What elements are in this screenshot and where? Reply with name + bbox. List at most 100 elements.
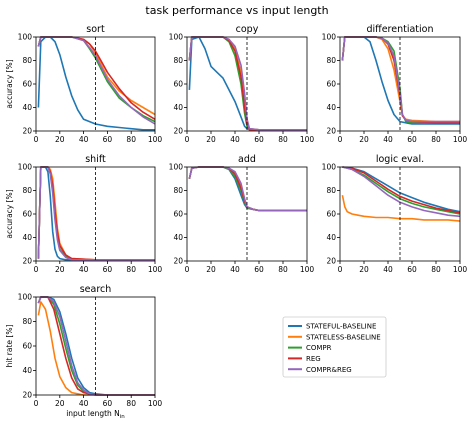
series-line-stateful-baseline — [188, 36, 307, 131]
x-tick-label: 0 — [185, 135, 190, 144]
series-line-compr-reg — [341, 36, 460, 123]
series-line-stateless-baseline — [37, 36, 156, 116]
panel-title: add — [238, 154, 256, 165]
series-line-reg — [342, 166, 461, 214]
x-tick-label: 20 — [206, 135, 216, 144]
legend-label: REG — [306, 355, 321, 363]
y-tick-label: 60 — [326, 210, 336, 219]
x-tick-label: 80 — [126, 399, 136, 408]
y-axis-label: hit rate [%] — [5, 325, 14, 368]
series-line-stateful-baseline — [37, 36, 155, 131]
x-tick-label: 100 — [300, 265, 315, 274]
y-axis-label: accuracy [%] — [5, 59, 14, 108]
y-tick-label: 80 — [22, 56, 32, 65]
series-line-reg — [37, 36, 156, 120]
x-tick-label: 100 — [148, 399, 163, 408]
y-tick-label: 60 — [326, 80, 336, 89]
x-tick-label: 20 — [55, 265, 65, 274]
x-tick-label: 60 — [103, 135, 113, 144]
y-tick-label: 20 — [173, 127, 183, 136]
panel-title: copy — [236, 24, 259, 35]
y-tick-label: 100 — [322, 163, 337, 172]
y-tick-label: 100 — [18, 163, 33, 172]
legend: STATEFUL-BASELINE STATELESS-BASELINE COMPR… — [282, 316, 387, 378]
y-tick-label: 80 — [173, 56, 183, 65]
x-tick-label: 80 — [431, 135, 441, 144]
x-tick-label: 40 — [230, 265, 240, 274]
series-line-compr — [188, 36, 307, 131]
series-line-compr-reg — [188, 36, 307, 131]
x-tick-label: 60 — [103, 265, 113, 274]
y-tick-label: 80 — [22, 317, 32, 326]
series-line-reg — [37, 166, 155, 261]
y-tick-label: 100 — [322, 33, 337, 42]
legend-label: STATEFUL-BASELINE — [306, 323, 376, 331]
y-tick-label: 80 — [173, 186, 183, 195]
x-tick-label: 60 — [103, 399, 113, 408]
x-tick-label: 20 — [206, 265, 216, 274]
x-tick-label: 0 — [185, 265, 190, 274]
y-tick-label: 60 — [22, 342, 32, 351]
series-line-reg — [188, 166, 307, 212]
y-tick-label: 40 — [22, 103, 32, 112]
series-line-stateless-baseline — [188, 36, 307, 131]
panel-title: search — [80, 284, 112, 295]
y-tick-label: 40 — [22, 233, 32, 242]
y-tick-label: 40 — [173, 233, 183, 242]
series-line-compr — [188, 166, 307, 212]
series-line-compr-reg — [188, 166, 307, 212]
legend-label: STATELESS-BASELINE — [306, 333, 381, 341]
y-tick-label: 80 — [22, 186, 32, 195]
y-tick-label: 80 — [326, 56, 336, 65]
x-tick-label: 20 — [55, 135, 65, 144]
x-tick-label: 40 — [230, 135, 240, 144]
series-line-reg — [188, 36, 307, 131]
y-tick-label: 100 — [18, 33, 33, 42]
panel-title: sort — [86, 24, 105, 35]
x-tick-label: 80 — [278, 135, 288, 144]
y-tick-label: 20 — [326, 257, 336, 266]
y-tick-label: 100 — [169, 33, 184, 42]
x-tick-label: 60 — [254, 265, 264, 274]
y-tick-label: 40 — [326, 233, 336, 242]
y-tick-label: 20 — [22, 391, 32, 400]
y-axis-label: accuracy [%] — [5, 189, 14, 238]
x-tick-label: 80 — [126, 265, 136, 274]
x-tick-label: 40 — [79, 399, 89, 408]
legend-label: COMPR&REG — [306, 366, 352, 374]
x-tick-label: 40 — [383, 135, 393, 144]
x-tick-label: 100 — [148, 135, 163, 144]
panel-title: shift — [85, 154, 106, 165]
y-tick-label: 60 — [22, 80, 32, 89]
x-tick-label: 60 — [407, 135, 417, 144]
y-tick-label: 20 — [22, 257, 32, 266]
x-axis-label: input length Nin — [66, 409, 125, 420]
y-tick-label: 40 — [173, 103, 183, 112]
y-tick-label: 80 — [326, 186, 336, 195]
panel-title: differentiation — [366, 24, 433, 35]
x-tick-label: 40 — [383, 265, 393, 274]
series-line-stateless-baseline — [341, 195, 461, 222]
y-tick-label: 20 — [173, 257, 183, 266]
series-line-stateless-baseline — [188, 166, 307, 212]
y-tick-label: 60 — [173, 80, 183, 89]
series-line-stateful-baseline — [188, 166, 307, 212]
figure-title: task performance vs input length — [145, 4, 328, 17]
y-tick-label: 20 — [326, 127, 336, 136]
panel-title: logic eval. — [376, 154, 424, 165]
series-line-compr — [37, 296, 155, 396]
x-tick-label: 20 — [359, 135, 369, 144]
y-tick-label: 100 — [169, 163, 184, 172]
y-tick-label: 40 — [326, 103, 336, 112]
y-tick-label: 60 — [22, 210, 32, 219]
x-tick-label: 40 — [79, 265, 89, 274]
x-tick-label: 0 — [34, 265, 39, 274]
y-tick-label: 20 — [22, 127, 32, 136]
x-tick-label: 20 — [55, 399, 65, 408]
x-tick-label: 0 — [34, 399, 39, 408]
